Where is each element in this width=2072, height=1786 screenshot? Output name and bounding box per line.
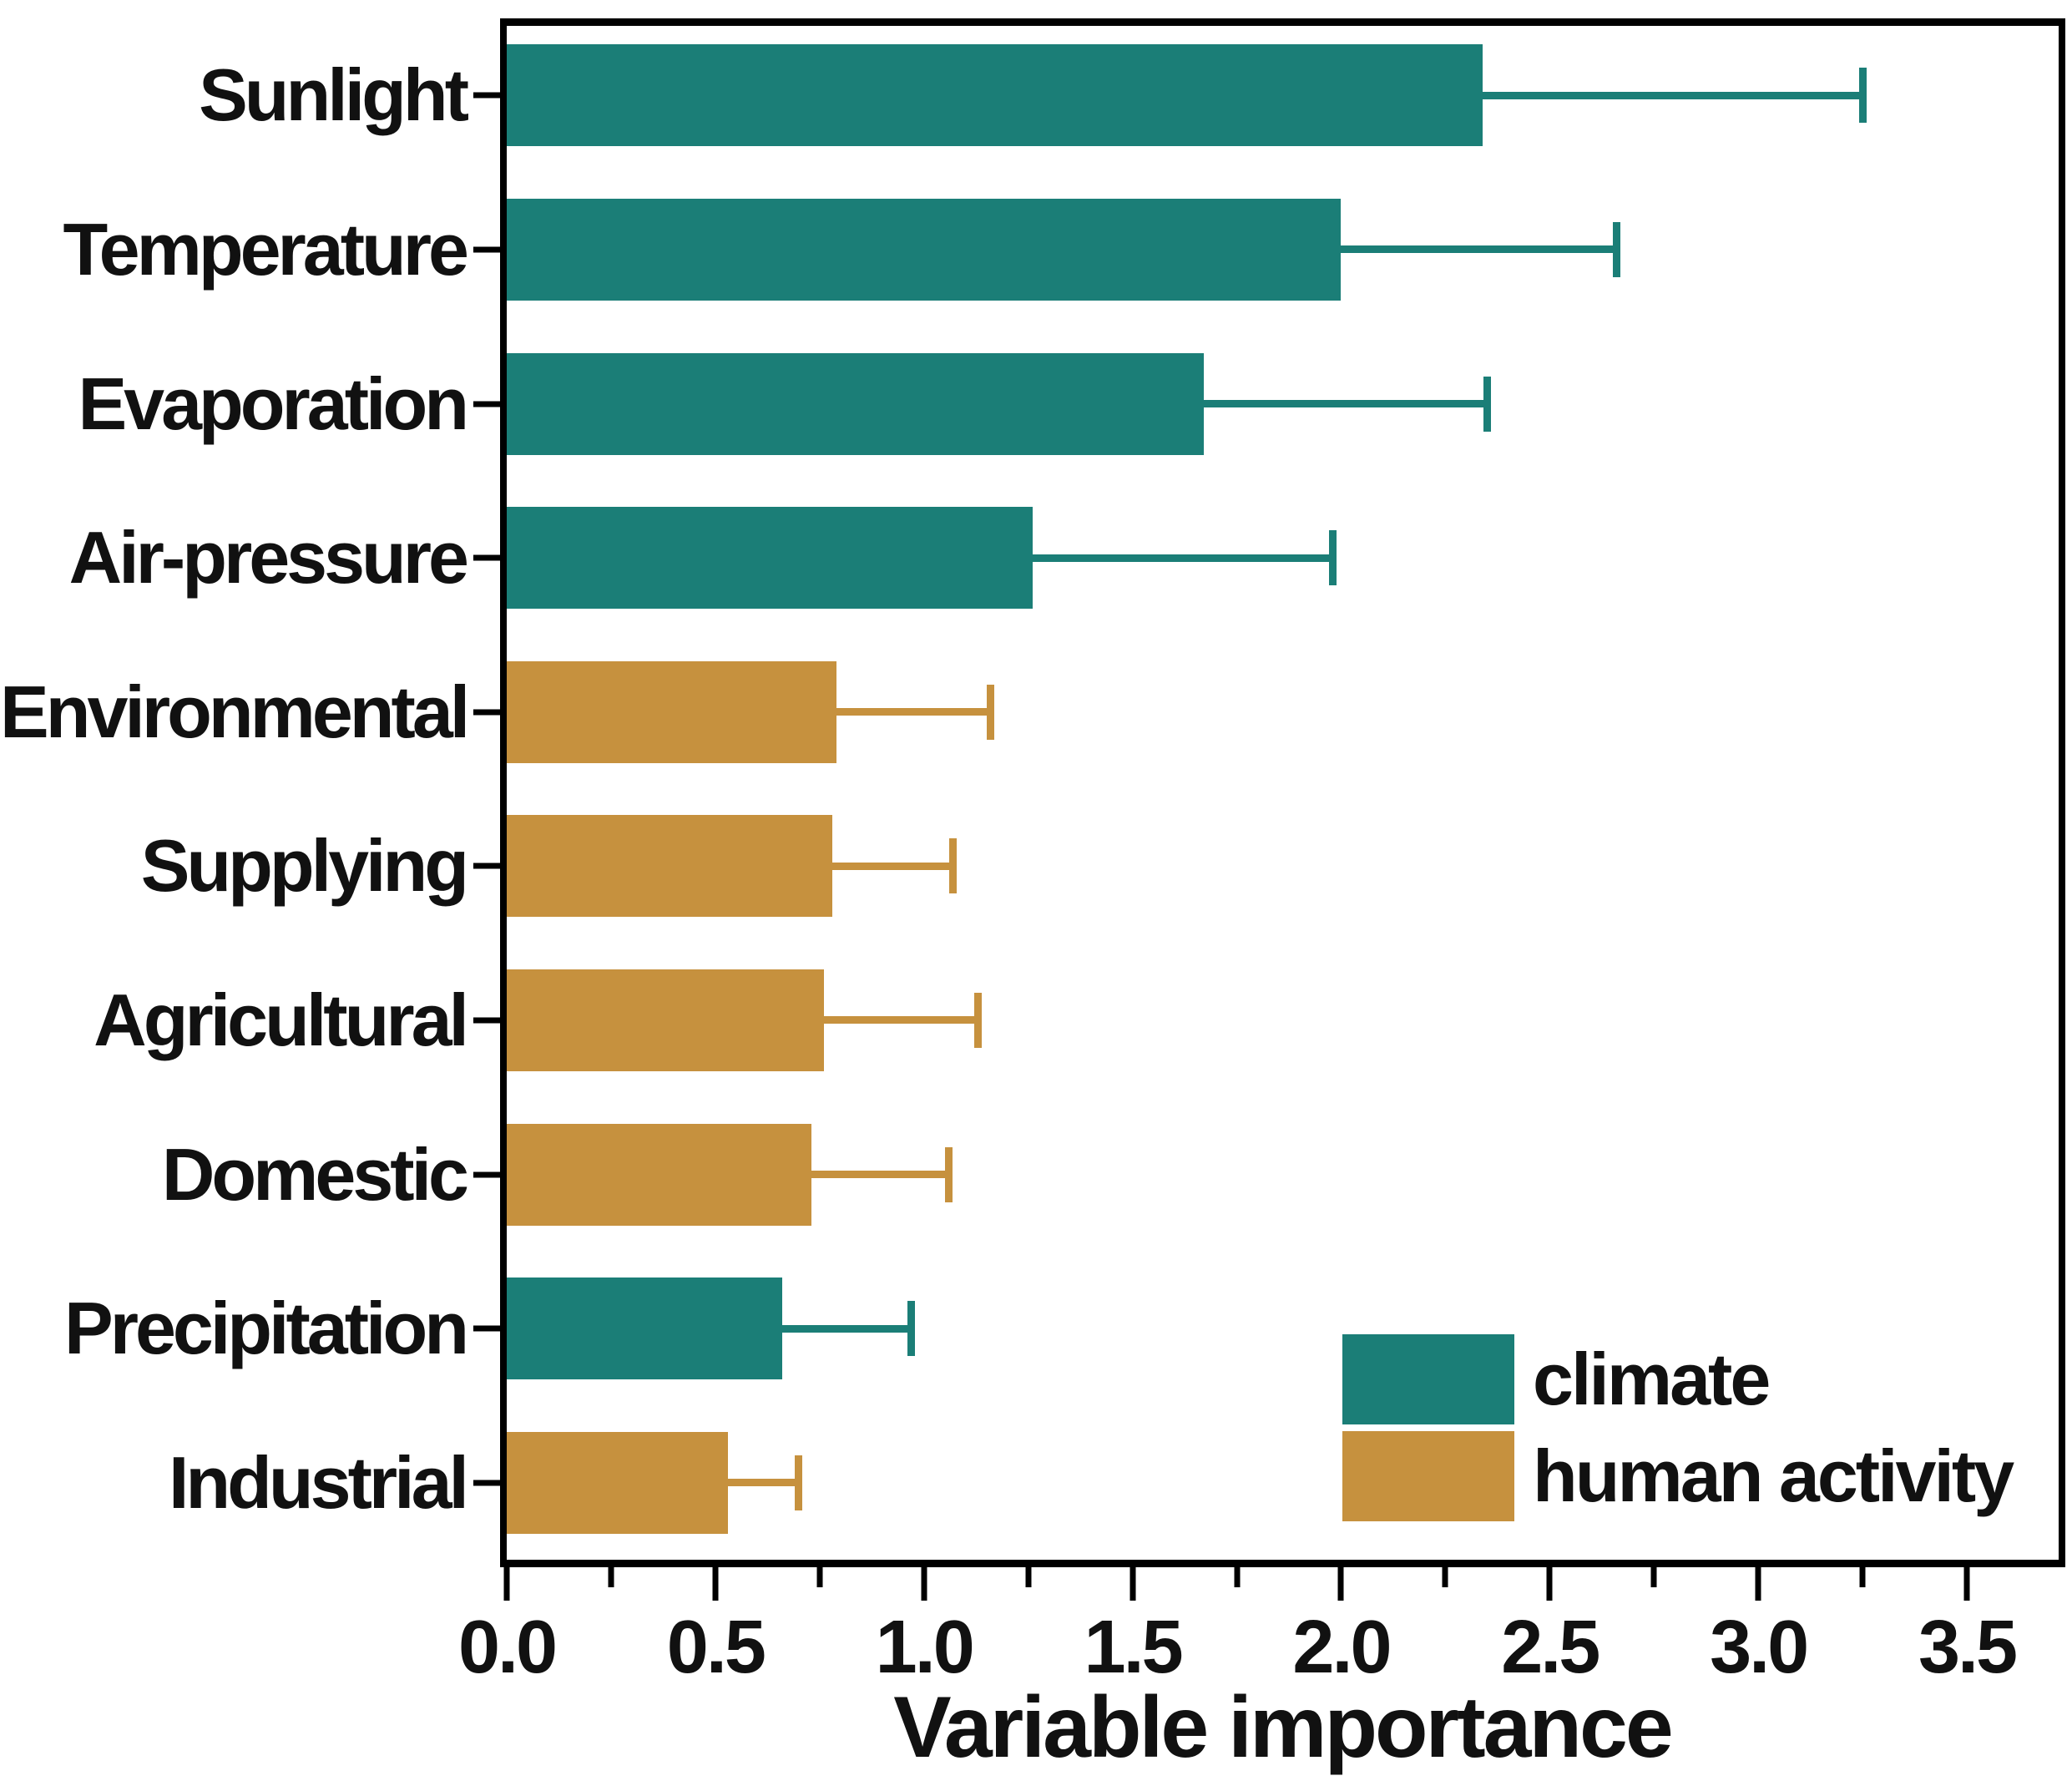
y-tick bbox=[473, 401, 505, 407]
x-tick-minor bbox=[1650, 1567, 1657, 1587]
error-line bbox=[831, 862, 953, 870]
x-tick-major bbox=[1129, 1567, 1136, 1601]
legend-label-human-activity: human activity bbox=[1533, 1434, 2014, 1517]
category-label: Precipitation bbox=[64, 1287, 469, 1370]
error-line bbox=[727, 1479, 799, 1487]
bar-temperature bbox=[507, 198, 1342, 301]
error-line bbox=[836, 708, 991, 716]
category-label: Air-pressure bbox=[68, 516, 469, 600]
x-tick-major bbox=[921, 1567, 927, 1601]
x-tick-label: 2.0 bbox=[1292, 1606, 1392, 1689]
x-tick-label: 3.5 bbox=[1918, 1606, 2018, 1689]
category-label: Industrial bbox=[168, 1440, 469, 1524]
y-tick bbox=[473, 246, 505, 253]
error-line bbox=[1483, 91, 1863, 99]
x-tick-major bbox=[1963, 1567, 1970, 1601]
legend-swatch-climate bbox=[1342, 1334, 1514, 1424]
x-tick-minor bbox=[1442, 1567, 1448, 1587]
plot-border-right bbox=[2059, 18, 2065, 1567]
bar-supplying bbox=[507, 815, 832, 918]
error-cap bbox=[987, 684, 995, 740]
x-tick-major bbox=[712, 1567, 719, 1601]
y-tick bbox=[473, 1171, 505, 1177]
bar-air-pressure bbox=[507, 507, 1033, 610]
x-tick-minor bbox=[1859, 1567, 1866, 1587]
error-line bbox=[1203, 400, 1488, 407]
bar-environmental bbox=[507, 660, 836, 763]
bar-evaporation bbox=[507, 352, 1204, 455]
error-line bbox=[1032, 554, 1333, 562]
category-label: Domestic bbox=[161, 1132, 469, 1216]
x-tick-major bbox=[1755, 1567, 1761, 1601]
error-cap bbox=[974, 992, 983, 1048]
y-tick bbox=[473, 1017, 505, 1024]
x-tick-major bbox=[1546, 1567, 1553, 1601]
bar-sunlight bbox=[507, 44, 1483, 147]
x-tick-label: 0.5 bbox=[666, 1606, 766, 1689]
bar-agricultural bbox=[507, 969, 824, 1071]
legend-label-climate: climate bbox=[1533, 1338, 1771, 1420]
x-tick-major bbox=[503, 1567, 510, 1601]
legend-swatch-human-activity bbox=[1342, 1431, 1514, 1521]
error-cap bbox=[1483, 376, 1491, 432]
y-tick bbox=[473, 92, 505, 99]
category-label: Environmental bbox=[0, 670, 470, 753]
x-tick-label: 1.0 bbox=[875, 1606, 975, 1689]
error-cap bbox=[795, 1455, 803, 1510]
bar-precipitation bbox=[507, 1278, 782, 1380]
bar-industrial bbox=[507, 1431, 728, 1534]
x-axis-title: Variable importance bbox=[893, 1679, 1673, 1776]
y-tick bbox=[473, 863, 505, 869]
error-cap bbox=[1858, 68, 1867, 124]
plot-border-top bbox=[500, 18, 2065, 26]
error-cap bbox=[945, 1146, 953, 1202]
x-tick-label: 2.5 bbox=[1501, 1606, 1600, 1689]
error-line bbox=[823, 1016, 978, 1025]
y-tick bbox=[473, 554, 505, 561]
x-tick-label: 1.5 bbox=[1084, 1606, 1184, 1689]
x-tick-major bbox=[1337, 1567, 1344, 1601]
category-label: Temperature bbox=[63, 207, 469, 291]
error-cap bbox=[907, 1301, 916, 1357]
x-tick-label: 0.0 bbox=[457, 1606, 558, 1689]
category-label: Supplying bbox=[140, 824, 469, 908]
plot-border-left bbox=[500, 18, 507, 1567]
y-tick bbox=[473, 1480, 505, 1486]
category-label: Agricultural bbox=[93, 978, 469, 1061]
bar-domestic bbox=[507, 1123, 811, 1226]
y-tick bbox=[473, 709, 505, 716]
error-cap bbox=[949, 838, 958, 894]
x-tick-minor bbox=[1234, 1567, 1241, 1587]
x-tick-minor bbox=[608, 1567, 614, 1587]
error-line bbox=[1341, 245, 1617, 254]
error-line bbox=[811, 1171, 949, 1178]
error-cap bbox=[1328, 530, 1337, 586]
x-tick-minor bbox=[1025, 1567, 1032, 1587]
y-tick bbox=[473, 1325, 505, 1332]
error-cap bbox=[1612, 221, 1620, 277]
x-tick-minor bbox=[816, 1567, 823, 1587]
error-line bbox=[781, 1324, 912, 1333]
x-axis-line bbox=[500, 1560, 2065, 1567]
category-label: Sunlight bbox=[199, 53, 469, 137]
category-label: Evaporation bbox=[78, 362, 469, 445]
x-tick-label: 3.0 bbox=[1710, 1606, 1809, 1689]
